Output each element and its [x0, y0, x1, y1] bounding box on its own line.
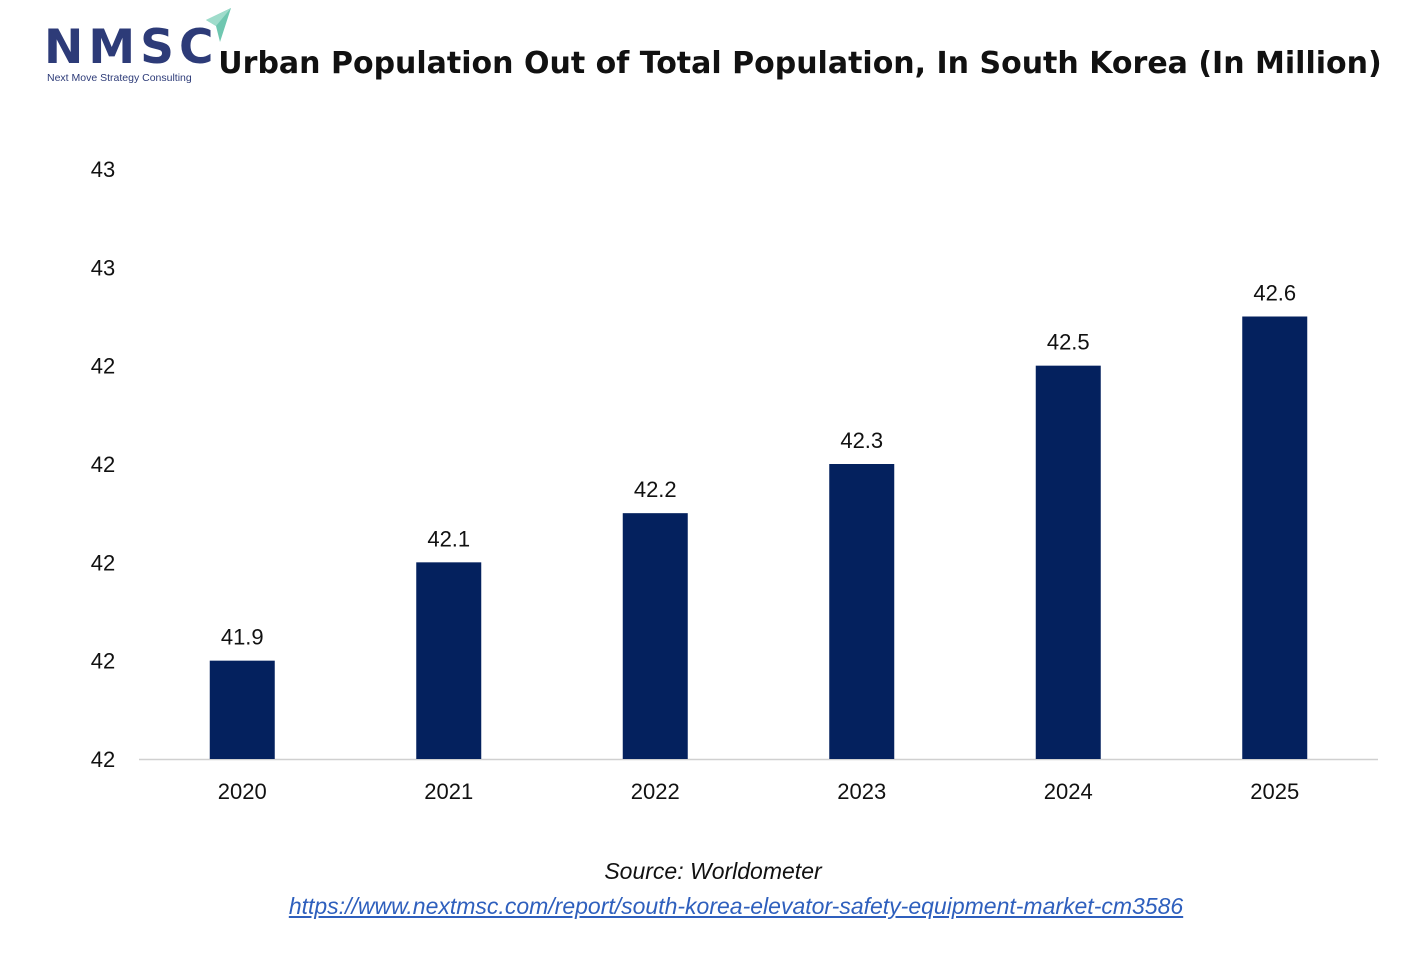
- chart-title: Urban Population Out of Total Population…: [218, 46, 1382, 81]
- source-text: Source: Worldometer: [604, 858, 822, 884]
- x-tick-label: 2020: [218, 779, 267, 804]
- x-tick-label: 2023: [837, 779, 886, 804]
- data-label: 42.5: [1047, 330, 1090, 355]
- bar: [829, 464, 895, 759]
- bar: [1242, 316, 1308, 759]
- logo-tagline: Next Move Strategy Consulting: [47, 72, 192, 84]
- bar: [416, 562, 482, 759]
- data-label: 41.9: [221, 625, 264, 650]
- data-label: 42.3: [840, 428, 883, 453]
- y-tick-label: 42: [91, 550, 115, 575]
- logo-wordmark: NMSC: [44, 20, 219, 75]
- y-tick-label: 42: [91, 747, 115, 772]
- x-tick-label: 2025: [1250, 779, 1299, 804]
- y-tick-label: 42: [91, 452, 115, 477]
- y-tick-label: 43: [91, 157, 115, 182]
- y-tick-label: 42: [91, 354, 115, 379]
- bar: [209, 660, 275, 759]
- y-tick-label: 43: [91, 255, 115, 280]
- paper-plane-icon: [206, 8, 231, 42]
- x-tick-label: 2024: [1044, 779, 1093, 804]
- brand-logo: NMSC Next Move Strategy Consulting: [44, 8, 244, 88]
- y-tick-label: 42: [91, 649, 115, 674]
- x-tick-label: 2022: [631, 779, 680, 804]
- data-label: 42.6: [1253, 281, 1296, 306]
- x-tick-label: 2021: [424, 779, 473, 804]
- data-label: 42.2: [634, 477, 677, 502]
- source-link[interactable]: https://www.nextmsc.com/report/south-kor…: [288, 893, 1184, 919]
- bar: [1035, 365, 1101, 759]
- data-label: 42.1: [427, 526, 470, 551]
- bar: [622, 513, 688, 759]
